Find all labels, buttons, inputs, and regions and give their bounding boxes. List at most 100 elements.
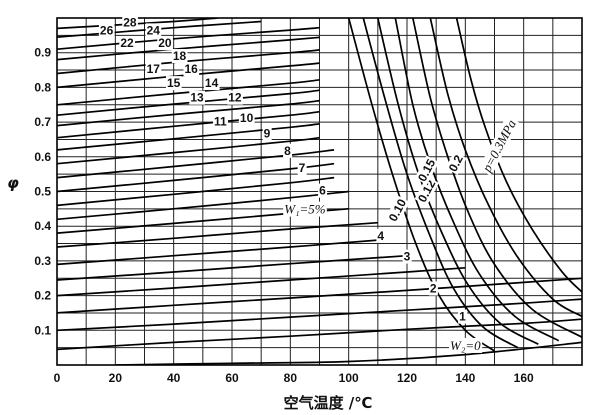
y-tick-label: 0.4 [34, 219, 51, 233]
curve-label-2: 24 [147, 23, 161, 37]
pressure-curve-26 [362, 18, 519, 349]
curve-label-bg [171, 49, 188, 64]
moisture-curve-22 [57, 26, 320, 51]
pressure-curve-29 [411, 18, 582, 338]
moisture-curve-24 [57, 18, 218, 30]
curve-label-bg [165, 76, 182, 91]
x-tick-label: 40 [167, 371, 181, 385]
y-tick-label: 0.3 [34, 254, 51, 268]
x-tick-label: 120 [397, 371, 417, 385]
curve-label-12: 11 [214, 114, 227, 128]
curve-label-bg [445, 151, 467, 175]
curve-label-20: 3 [404, 250, 411, 264]
curve-label-21: 2 [430, 282, 437, 296]
y-tick-label: 0.8 [34, 80, 51, 94]
moisture-curve-3 [57, 277, 582, 314]
pressure-curve-25 [347, 18, 495, 352]
curve-label-bg [414, 176, 439, 206]
curve-label-11: 12 [228, 91, 242, 105]
moisture-curve-6 [57, 239, 378, 266]
pressure-curve-27 [376, 18, 539, 345]
curve-label-bg [238, 110, 255, 125]
curves [57, 18, 582, 365]
curve-label-23: W₂=0 [450, 338, 481, 353]
tick-labels: 0 20 40 60 80 100 120 140 160 0.1 0.2 0.3 0.4 0.5 0.6 0… [34, 46, 534, 385]
pressure-curve-31 [455, 18, 582, 293]
y-tick-label: 0.5 [34, 185, 51, 199]
curve-label-15: 8 [284, 144, 291, 158]
curve-label-bg [283, 201, 327, 217]
curve-label-6: 17 [147, 62, 161, 76]
moisture-curve-15 [57, 110, 320, 139]
curve-label-bg [376, 228, 386, 243]
curve-label-27: 0.2 [446, 152, 466, 174]
pressure-curve-28 [394, 18, 560, 342]
curve-label-bg [428, 281, 438, 296]
moisture-curve-0 [115, 341, 582, 365]
curve-label-bg [385, 195, 410, 225]
curve-label-bg [157, 36, 173, 51]
moisture-curve-7 [57, 221, 378, 248]
curve-label-bg [122, 15, 138, 30]
curve-label-8: 15 [167, 76, 181, 90]
curve-label-bg [318, 183, 328, 198]
pressure-curve-30 [429, 18, 582, 318]
curve-label-7: 16 [184, 62, 198, 76]
moisture-curve-2 [57, 298, 582, 332]
curve-label-3: 22 [120, 36, 134, 50]
curve-label-1: 26 [100, 23, 114, 37]
curve-label-17: 6 [319, 184, 326, 198]
x-tick-label: 20 [109, 371, 123, 385]
curve-label-16: 7 [299, 161, 306, 175]
curve-label-bg [227, 90, 243, 105]
moisture-curve-4 [57, 266, 466, 297]
moisture-curve-21 [57, 36, 320, 61]
moisture-curve-14 [57, 122, 320, 151]
moisture-curve-18 [57, 78, 320, 106]
x-tick-label: 80 [284, 371, 298, 385]
curve-label-18: W₁=5% [284, 202, 326, 217]
curve-label-bg [297, 161, 307, 176]
moisture-curve-10 [57, 176, 335, 207]
curve-label-bg [145, 62, 162, 77]
x-tick-label: 140 [455, 371, 475, 385]
y-tick-label: 0.2 [34, 289, 51, 303]
curve-label-10: 13 [190, 91, 204, 105]
y-tick-label: 0.7 [34, 115, 51, 129]
curve-label-bg [212, 114, 229, 129]
y-axis-label: φ [7, 174, 19, 192]
curve-label-bg [119, 36, 135, 51]
curve-label-5: 18 [173, 49, 187, 63]
moisture-curve-5 [57, 254, 408, 281]
moisture-curve-17 [57, 89, 320, 117]
curve-label-13: 10 [240, 111, 254, 125]
curve-label-bg [478, 115, 520, 177]
x-tick-label: 60 [225, 371, 239, 385]
curve-label-bg [458, 309, 468, 324]
curve-label-4: 20 [158, 36, 172, 50]
curve-label-bg [283, 143, 293, 158]
curve-label-bg [262, 126, 272, 141]
moisture-curve-11 [57, 162, 335, 193]
y-tick-label: 0.6 [34, 150, 51, 164]
curve-label-bg [183, 62, 200, 77]
curve-label-bg [98, 23, 115, 38]
y-tick-label: 0.1 [34, 323, 51, 337]
curve-label-bg [414, 155, 439, 185]
curve-label-0: 28 [123, 15, 137, 29]
moisture-curve-13 [57, 136, 320, 165]
curve-label-bg [449, 337, 483, 353]
moisture-curve-19 [57, 62, 320, 89]
moisture-curve-20 [57, 49, 320, 75]
curve-label-bg [189, 90, 205, 105]
curve-label-bg [145, 23, 162, 38]
x-tick-label: 100 [339, 371, 359, 385]
curve-label-14: 9 [264, 126, 271, 140]
y-tick-label: 0.9 [34, 46, 51, 60]
moisture-curve-12 [57, 149, 335, 179]
curve-label-22: 1 [459, 310, 466, 324]
x-tick-label: 160 [514, 371, 534, 385]
